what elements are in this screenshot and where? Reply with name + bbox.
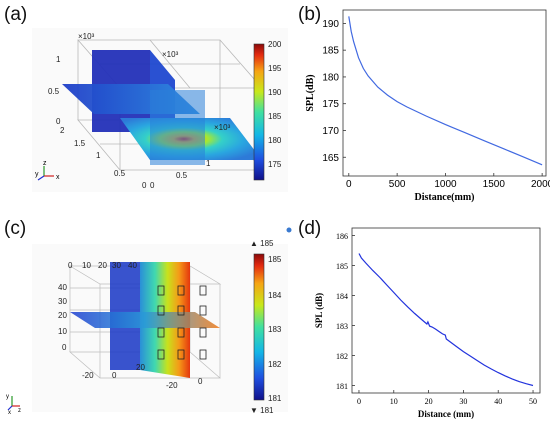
x-tick-label: 50 [529,397,537,406]
c-top-40: 40 [128,261,137,270]
y-tick-label: 182 [336,352,348,361]
series-line-b [348,16,543,166]
z-tick-1: 1 [56,55,61,64]
y-tick-label: 181 [336,382,348,391]
panel-label-a: (a) [4,4,28,25]
c-bot2-m20: -20 [166,381,178,390]
cbar-c-181: 181 [268,394,282,403]
cbar-c-182: 182 [268,360,282,369]
series-line-d [358,253,534,387]
c-bot2-0: 0 [198,377,203,386]
y-tick-label: 186 [336,232,348,241]
y-tick-label: 175 [322,99,339,110]
x-tick-label: 10 [390,397,398,406]
c-bot-0: 0 [112,371,117,380]
y-axis-label-d: SPL (dB) [314,293,324,328]
c-bot-m20: -20 [82,371,94,380]
y-tick-label: 184 [336,292,348,301]
x-axis-label-d: Distance (mm) [418,409,474,419]
y-tick-label: 170 [322,126,339,137]
cbar-a-185: 185 [268,112,282,121]
triad-c-z: z [18,408,21,414]
c-top-0: 0 [68,261,73,270]
x-tick-label: 1500 [483,179,506,190]
x-tick-1: 1 [206,159,211,168]
cbar-a-175: 175 [268,160,282,169]
axis-triad-c: y z x [6,394,21,416]
y-tick-label: 183 [336,322,348,331]
panel-label-b: (b) [298,4,322,25]
c-top-10: 10 [82,261,91,270]
x-tick-0: 0 [150,181,155,190]
y-axis-label-b: SPL(dB) [305,74,316,111]
y-tick-label: 185 [322,46,339,57]
colorbar-c [253,253,265,401]
z-tick-0: 0 [56,117,61,126]
cbar-a-200: 200 [268,40,282,49]
x-tick-label: 1000 [434,179,457,190]
c-top-20: 20 [98,261,107,270]
z-tick-05: 0.5 [48,87,60,96]
y-tick-1: 1 [96,151,101,160]
triad-y-label: y [35,171,39,178]
window-grid [157,285,207,360]
y-tick-label: 180 [322,72,339,83]
colorbar-a [253,43,265,181]
cbar-c-183: 183 [268,325,282,334]
triad-x-label: x [56,174,60,181]
c-left-40: 40 [58,283,67,292]
x-tick-label: 30 [459,397,467,406]
triad-c-x: x [8,410,11,416]
y-tick-15: 1.5 [74,139,86,148]
chart-d: 0 10 20 30 40 50 181 182 183 184 185 186 Distance (m… [314,227,541,419]
y-tick-label: 165 [322,153,339,164]
c-top-30: 30 [112,261,121,270]
panel-c-3d-plot: 0 10 20 30 40 40 30 20 10 0 -20 0 20 -20… [6,227,292,416]
x-tick-label: 0 [357,397,361,406]
x-tick-label: 0 [346,179,352,190]
y-tick-05: 0.5 [114,169,126,178]
chart-b: 0 500 1000 1500 2000 165 170 175 180 185 190 Distan… [305,9,550,203]
c-left-0: 0 [62,343,67,352]
cbar-c-min: ▼ 181 [250,406,274,415]
exp-label-2: ×10³ [162,50,179,59]
c-left-10: 10 [58,327,67,336]
marker-dot-icon [286,227,292,233]
x-tick-05: 0.5 [176,171,188,180]
y-tick-label: 185 [336,262,348,271]
c-left-20: 20 [58,311,67,320]
colorbar-a-ticks: 200 195 190 185 180 175 [268,40,282,169]
axis-triad-a: y z x [35,160,60,181]
plot-frame-d [351,227,541,394]
x-tick-label: 20 [425,397,433,406]
c-left-30: 30 [58,297,67,306]
horizontal-plane-c [70,312,220,328]
x-tick-label: 2000 [531,179,550,190]
panel-label-c: (c) [4,218,27,239]
triad-c-y: y [6,394,9,400]
x-tick-label: 40 [494,397,502,406]
panel-a-3d-plot: ×10³ ×10³ ×10³ 1 0.5 0 2 1.5 1 0.5 0 0 0… [32,28,288,192]
cbar-a-195: 195 [268,64,282,73]
c-bot-20: 20 [136,363,145,372]
x-axis-label-b: Distance(mm) [415,192,475,203]
exp-label-1: ×10³ [78,32,95,41]
triad-z-label: z [43,160,47,167]
cbar-a-180: 180 [268,136,282,145]
y-tick-0: 0 [142,181,147,190]
colorbar-c-ticks: ▲ 185 185 184 183 182 181 ▼ 181 [250,239,282,415]
cbar-c-185: 185 [268,255,282,264]
front-slice [150,90,205,165]
y-tick-2: 2 [60,126,65,135]
exp-label-3: ×10³ [214,123,231,132]
panel-label-d: (d) [298,218,322,239]
y-tick-label: 190 [322,19,339,30]
cbar-c-184: 184 [268,291,282,300]
x-tick-label: 500 [389,179,406,190]
plot-frame-b [342,9,547,177]
cbar-a-190: 190 [268,88,282,97]
cbar-c-max: ▲ 185 [250,239,274,248]
